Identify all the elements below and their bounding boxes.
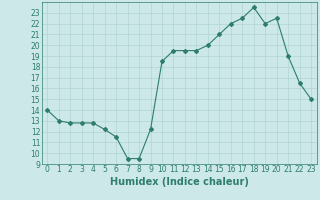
X-axis label: Humidex (Indice chaleur): Humidex (Indice chaleur) [110, 177, 249, 187]
